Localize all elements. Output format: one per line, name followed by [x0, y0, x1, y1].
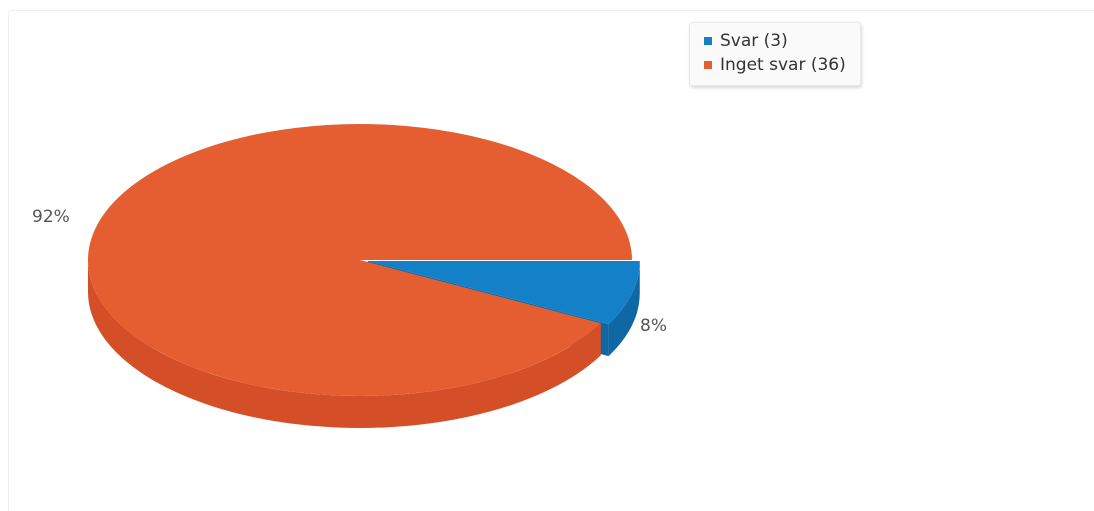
slice-inget-svar[interactable] — [88, 124, 632, 396]
slice-label-inget-svar: 92% — [32, 207, 70, 227]
slice-side-inget-svar — [88, 260, 601, 428]
slice-side-svar — [608, 260, 640, 357]
legend-label-svar: Svar (3) — [720, 31, 788, 51]
pie-tops — [88, 124, 640, 396]
legend: Svar (3) Inget svar (36) — [689, 22, 861, 86]
legend-swatch-inget-svar — [704, 61, 712, 69]
legend-item-inget-svar[interactable]: Inget svar (36) — [704, 53, 846, 77]
slice-label-svar: 8% — [640, 316, 667, 336]
legend-label-inget-svar: Inget svar (36) — [720, 55, 846, 75]
legend-item-svar[interactable]: Svar (3) — [704, 29, 846, 53]
slice-svar[interactable] — [367, 260, 640, 325]
legend-swatch-svar — [704, 37, 712, 45]
